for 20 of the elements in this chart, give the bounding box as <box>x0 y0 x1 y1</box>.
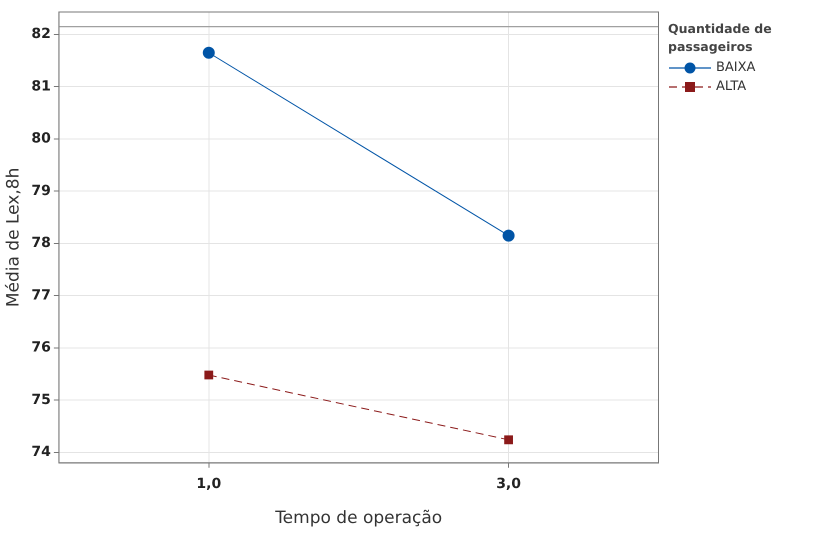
y-tick-label: 78 <box>31 235 51 252</box>
y-axis-title: Média de Lex,8h <box>4 168 24 308</box>
y-tick-label: 82 <box>31 26 51 42</box>
point <box>504 435 513 444</box>
y-tick-label: 77 <box>31 287 51 304</box>
y-tick-label: 80 <box>31 130 52 147</box>
legend-label: ALTA <box>716 79 746 94</box>
y-tick-label: 81 <box>31 78 51 94</box>
x-tick-label: 3,0 <box>496 476 522 492</box>
legend-label: BAIXA <box>716 60 756 75</box>
point <box>204 370 214 380</box>
y-tick-label: 75 <box>31 392 51 408</box>
x-axis-title: Tempo de operação <box>274 508 442 528</box>
y-tick-label: 79 <box>31 182 51 199</box>
legend-title: Quantidade de passageiros <box>668 20 773 56</box>
x-tick-label: 1,0 <box>196 476 222 492</box>
point <box>502 230 515 242</box>
y-tick-label: 74 <box>31 444 52 460</box>
point <box>202 46 215 59</box>
y-tick-label: 76 <box>31 340 51 356</box>
